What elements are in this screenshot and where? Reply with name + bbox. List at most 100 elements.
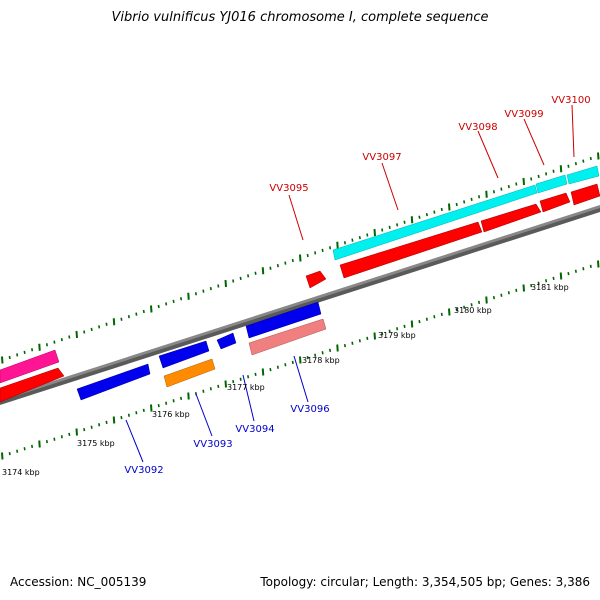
major-tick xyxy=(38,343,41,351)
ruler-label: 3180 kbp xyxy=(454,306,492,315)
minor-tick xyxy=(492,295,495,300)
gene-feature-blue[interactable] xyxy=(76,363,151,401)
minor-tick xyxy=(90,425,93,429)
gene-feature-red[interactable] xyxy=(480,203,542,233)
minor-tick xyxy=(321,248,324,252)
gene-label[interactable]: VV3100 xyxy=(551,95,590,106)
ruler-label: 3176 kbp xyxy=(152,410,190,419)
ruler-ticks-upper xyxy=(1,152,600,364)
major-tick xyxy=(410,216,414,224)
minor-tick xyxy=(269,266,272,270)
major-tick xyxy=(373,332,376,340)
minor-tick xyxy=(574,162,577,166)
minor-tick xyxy=(314,251,317,255)
major-tick xyxy=(1,356,4,364)
minor-tick xyxy=(16,449,19,453)
minor-tick xyxy=(582,267,585,271)
minor-tick xyxy=(381,228,384,232)
gene-feature-orange[interactable] xyxy=(163,358,216,388)
gene-feature-red[interactable] xyxy=(339,221,483,279)
minor-tick xyxy=(53,340,56,344)
major-tick xyxy=(299,254,302,262)
minor-tick xyxy=(567,164,570,168)
minor-tick xyxy=(90,327,93,332)
minor-tick xyxy=(358,235,361,240)
major-tick xyxy=(597,260,600,268)
feature-track-reverse xyxy=(76,301,327,401)
minor-tick xyxy=(135,411,138,415)
minor-tick xyxy=(180,297,183,301)
minor-tick xyxy=(180,396,183,401)
minor-tick xyxy=(269,367,272,372)
minor-tick xyxy=(343,241,346,245)
label-leaders xyxy=(125,104,575,463)
minor-tick xyxy=(276,365,279,369)
minor-tick xyxy=(351,341,354,345)
major-tick xyxy=(75,330,78,339)
minor-tick xyxy=(589,264,592,269)
minor-tick xyxy=(68,432,71,437)
minor-tick xyxy=(60,337,63,342)
minor-tick xyxy=(500,293,503,297)
minor-tick xyxy=(105,420,108,425)
gene-feature-salmon[interactable] xyxy=(248,318,327,356)
minor-tick xyxy=(492,190,495,194)
minor-tick xyxy=(165,302,168,306)
gene-feature-blue[interactable] xyxy=(245,301,322,339)
gene-label[interactable]: VV3095 xyxy=(269,183,308,194)
gene-feature-cyan[interactable] xyxy=(332,184,538,261)
minor-tick xyxy=(329,348,332,353)
minor-tick xyxy=(157,403,160,408)
gene-feature-cyan[interactable] xyxy=(535,174,568,194)
minor-tick xyxy=(403,220,406,224)
minor-tick xyxy=(470,303,473,307)
minor-tick xyxy=(232,379,235,384)
minor-tick xyxy=(8,451,11,456)
minor-tick xyxy=(396,327,399,331)
minor-tick xyxy=(530,177,533,181)
gene-feature-cyan[interactable] xyxy=(566,165,600,185)
minor-tick xyxy=(284,363,287,367)
reverse-gene-labels: VV3092 VV3093 VV3094 VV3096 xyxy=(124,404,329,476)
minor-tick xyxy=(366,336,369,341)
major-tick xyxy=(485,296,488,304)
gene-label[interactable]: VV3097 xyxy=(362,152,401,163)
gene-label[interactable]: VV3098 xyxy=(458,122,497,133)
minor-tick xyxy=(68,335,71,339)
minor-tick xyxy=(127,413,130,417)
gene-label[interactable]: VV3099 xyxy=(504,109,543,120)
minor-tick xyxy=(388,329,391,333)
gene-feature-pink[interactable] xyxy=(0,349,60,384)
minor-tick xyxy=(165,401,168,405)
major-tick xyxy=(187,292,190,300)
minor-tick xyxy=(455,307,458,312)
minor-tick xyxy=(247,375,250,379)
gene-feature-red[interactable] xyxy=(0,367,65,403)
minor-tick xyxy=(425,317,428,321)
minor-tick xyxy=(552,169,555,173)
minor-tick xyxy=(478,300,481,305)
major-tick xyxy=(261,368,265,376)
gene-feature-red[interactable] xyxy=(570,183,600,206)
gene-label[interactable]: VV3096 xyxy=(290,404,329,415)
minor-tick xyxy=(202,389,205,393)
gene-feature-red[interactable] xyxy=(539,192,571,213)
minor-tick xyxy=(209,286,212,291)
gene-feature-blue[interactable] xyxy=(216,332,237,350)
ruler-labels: 3174 kbp 3175 kbp 3176 kbp 3177 kbp 3178… xyxy=(2,283,569,477)
minor-tick xyxy=(329,246,332,250)
minor-tick xyxy=(463,305,466,309)
major-tick xyxy=(112,416,116,424)
gene-feature-red[interactable] xyxy=(305,270,327,289)
minor-tick xyxy=(172,299,175,303)
minor-tick xyxy=(217,384,220,389)
minor-tick xyxy=(314,353,317,357)
gene-feature-blue[interactable] xyxy=(158,340,210,369)
minor-tick xyxy=(507,184,510,189)
ruler-label: 3181 kbp xyxy=(531,283,569,292)
minor-tick xyxy=(135,312,138,316)
gene-label[interactable]: VV3092 xyxy=(124,465,163,476)
gene-label[interactable]: VV3094 xyxy=(235,424,274,435)
gene-label[interactable]: VV3093 xyxy=(193,439,232,450)
major-tick xyxy=(38,440,41,448)
